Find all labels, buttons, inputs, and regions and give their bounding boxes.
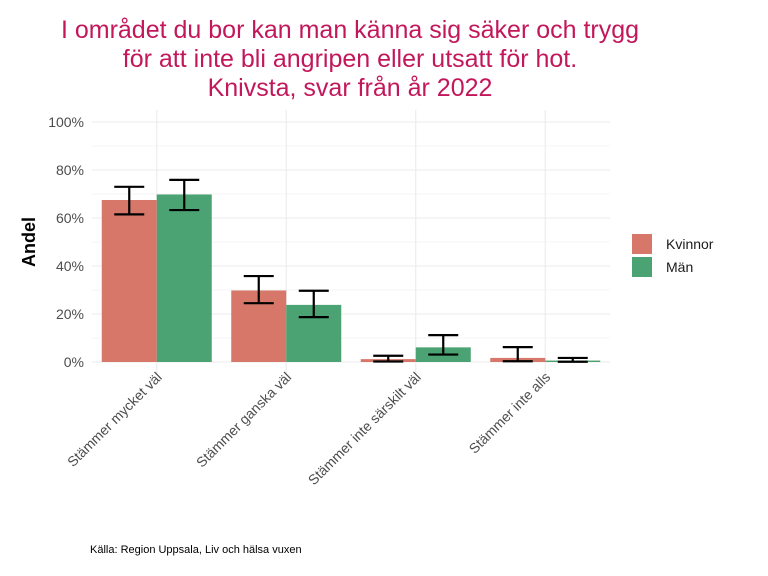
bars xyxy=(101,194,601,362)
bar-man xyxy=(156,194,212,362)
chart-caption: Källa: Region Uppsala, Liv och hälsa vux… xyxy=(90,544,302,556)
x-tick-label: Stämmer inte alls xyxy=(466,369,554,457)
bar-kvinnor xyxy=(101,200,157,362)
legend-label-man: Män xyxy=(666,259,693,275)
y-tick-label: 100% xyxy=(48,114,84,130)
y-axis-tick-labels: 0% 20% 40% 60% 80% 100% xyxy=(48,114,84,370)
error-bar-man xyxy=(428,334,459,356)
error-bar-man xyxy=(557,356,588,363)
error-bars xyxy=(114,178,588,363)
y-tick-label: 0% xyxy=(64,354,84,370)
y-axis-title: Andel xyxy=(19,217,39,267)
y-tick-label: 80% xyxy=(56,162,84,178)
y-tick-label: 20% xyxy=(56,306,84,322)
error-bar-man xyxy=(298,289,329,319)
error-bar-kvinnor xyxy=(502,346,533,363)
chart-title-line-3: Knivsta, svar från år 2022 xyxy=(208,74,493,102)
error-bar-kvinnor xyxy=(373,354,404,363)
x-tick-label: Stämmer inte särskilt väl xyxy=(305,369,424,488)
legend: Kvinnor Män xyxy=(632,234,714,277)
y-tick-label: 40% xyxy=(56,258,84,274)
chart-title-line-2: för att inte bli angripen eller utsatt f… xyxy=(123,45,577,73)
error-bar-kvinnor xyxy=(114,185,145,216)
x-tick-label: Stämmer mycket väl xyxy=(64,369,165,470)
x-axis-tick-labels: Stämmer mycket väl Stämmer ganska väl Stäm… xyxy=(64,369,553,488)
chart-title-line-1: I området du bor kan man känna sig säker… xyxy=(61,16,639,44)
legend-swatch-man xyxy=(632,257,652,277)
error-bar-man xyxy=(169,178,200,212)
legend-label-kvinnor: Kvinnor xyxy=(666,236,714,252)
error-bar-kvinnor xyxy=(243,274,274,305)
legend-swatch-kvinnor xyxy=(632,234,652,254)
x-tick-label: Stämmer ganska väl xyxy=(193,369,295,471)
y-tick-label: 60% xyxy=(56,210,84,226)
